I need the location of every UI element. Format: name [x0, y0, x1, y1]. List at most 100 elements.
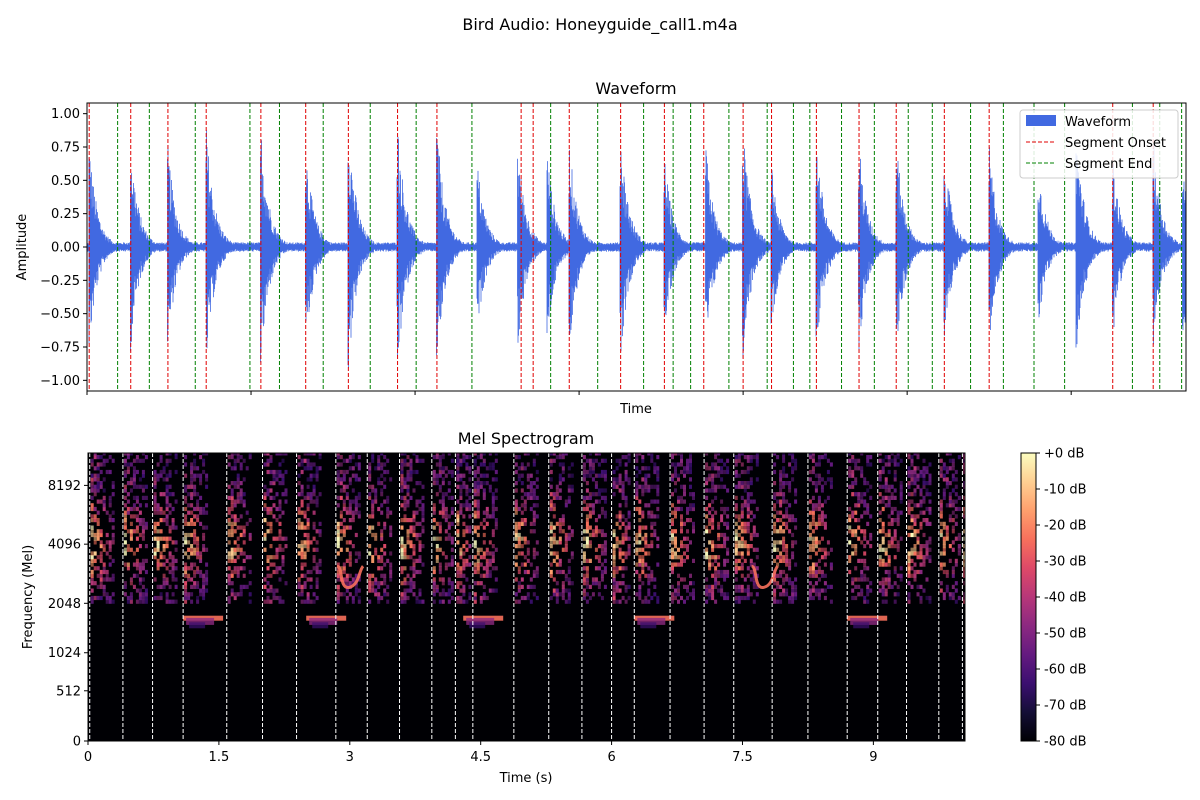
spectrogram-cell — [740, 544, 744, 549]
spectrogram-cell — [782, 592, 786, 597]
spectrogram-cell — [377, 466, 381, 471]
spectrogram-cell — [389, 529, 393, 534]
spectrogram-cell — [597, 514, 601, 519]
spectrogram-cell — [520, 562, 524, 567]
spectrogram-cell — [808, 455, 812, 460]
spectrogram-cell — [380, 566, 384, 571]
spectrogram-cell — [644, 595, 648, 601]
spectrogram-cell — [342, 532, 346, 538]
spectrogram-cell — [561, 584, 565, 589]
spectrogram-cell — [975, 529, 978, 533]
spectrogram-cell — [123, 473, 127, 478]
spectrogram-cell — [612, 484, 616, 489]
spectrogram-cell — [485, 547, 489, 552]
spectrogram-cell — [227, 455, 231, 460]
spectrogram-cell — [746, 544, 750, 549]
spectrogram-cell — [412, 525, 416, 530]
colorbar: +0 dB-10 dB-20 dB-30 dB-40 dB-50 dB-60 d… — [1020, 447, 1087, 750]
spectrogram-cell — [135, 529, 139, 534]
spectrogram-cell — [686, 544, 689, 549]
spectrogram-cell — [558, 558, 562, 563]
spectrogram-cell — [403, 551, 407, 556]
spectrogram-cell — [476, 525, 480, 530]
spectrogram-cell — [755, 573, 759, 578]
spectrogram-cell — [714, 510, 718, 515]
spectrogram-cell — [468, 584, 472, 589]
spectrogram-cell — [618, 477, 622, 482]
spectrogram-cell — [594, 499, 598, 504]
spectrogram-cell — [615, 581, 619, 586]
spectrogram-cell — [925, 547, 929, 552]
spectrogram-cell — [303, 555, 307, 560]
spectrogram-cell — [532, 592, 536, 597]
spectrogram-cell — [714, 573, 718, 578]
spectrogram-cell — [671, 521, 674, 526]
spectrogram-cell — [189, 622, 206, 629]
spectrogram-cell — [126, 544, 130, 549]
spectrogram-cell — [925, 555, 929, 560]
spectrogram-cell — [156, 540, 160, 545]
spectrogram-cell — [278, 532, 282, 538]
spectrogram-cell — [618, 488, 622, 493]
spectrogram-cell — [893, 455, 897, 460]
spectrogram-cell — [674, 481, 677, 486]
spectrogram-cell — [975, 511, 978, 515]
spectrogram-cell — [680, 544, 683, 549]
spectrogram-cell — [683, 499, 686, 504]
spectrogram-cell — [281, 562, 285, 567]
spectrogram-cell — [523, 503, 527, 508]
spectrogram-cell — [969, 488, 972, 492]
spectrogram-cell — [315, 577, 319, 582]
spectrogram-cell — [129, 581, 133, 586]
spectrogram-cell — [907, 532, 911, 538]
spectrogram-cell — [380, 536, 384, 541]
spectrogram-cell — [351, 577, 355, 582]
spectrogram-cell — [779, 555, 783, 560]
spectrogram-cell — [168, 469, 172, 475]
spectrogram-cell — [972, 492, 975, 496]
spectrogram-cell — [635, 592, 639, 597]
spectrogram-cell — [447, 525, 451, 530]
spectrogram-cell — [644, 503, 648, 508]
spectrogram-cell — [529, 481, 533, 486]
spectrogram-cell — [549, 499, 553, 504]
spectrogram-cell — [303, 599, 307, 604]
spectrogram-cell — [306, 547, 310, 552]
spectrogram-cell — [552, 525, 556, 530]
spectrogram-cell — [233, 453, 237, 456]
spectrogram-cell — [374, 547, 378, 552]
spectrogram-cell — [925, 540, 929, 545]
spectrogram-cell — [444, 492, 448, 497]
spectrogram-cell — [600, 469, 604, 475]
spectrogram-cell — [817, 477, 821, 482]
spectrogram-cell — [776, 510, 780, 515]
spectrogram-cell — [462, 592, 466, 597]
spectrogram-cell — [111, 558, 115, 563]
spectrogram-cell — [782, 499, 786, 504]
spectrogram-cell — [102, 569, 106, 575]
spectrogram-cell — [374, 536, 378, 541]
spectrogram-cell — [193, 466, 197, 471]
spectrogram-cell — [612, 532, 616, 538]
spectrogram-cell — [726, 592, 730, 597]
spectrogram-cell — [371, 458, 375, 463]
spectrogram-cell — [591, 458, 595, 463]
spectrogram-cell — [814, 536, 818, 541]
spectrogram-cell — [105, 469, 109, 475]
spectrogram-cell — [734, 588, 738, 593]
spectrogram-cell — [907, 506, 911, 512]
spectrogram-cell — [441, 514, 445, 519]
spectrogram-cell — [848, 540, 852, 545]
spectrogram-cell — [773, 462, 777, 467]
spectrogram-cell — [755, 506, 759, 512]
spectrogram-cell — [621, 532, 625, 538]
spectrogram-cell — [708, 584, 712, 589]
spectrogram-cell — [942, 540, 946, 545]
spectrogram-cell — [432, 577, 436, 582]
spectrogram-cell — [383, 551, 387, 556]
spectrogram-cell — [851, 510, 855, 515]
spectrogram-cell — [126, 510, 130, 515]
spectrogram-cell — [743, 521, 747, 526]
spectrogram-cell — [269, 510, 273, 515]
spectrogram-cell — [126, 566, 130, 571]
